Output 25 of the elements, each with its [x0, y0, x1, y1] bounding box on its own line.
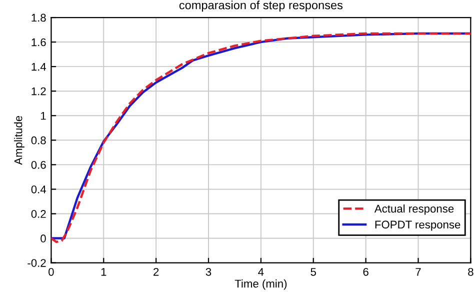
y-axis-title: Amplitude	[14, 116, 24, 165]
y-tick-label: 0.2	[31, 210, 46, 218]
x-tick-label: 3	[206, 268, 212, 276]
y-tick-label: 1	[41, 112, 46, 120]
y-tick-label: 0.6	[31, 160, 46, 169]
x-tick-label: 2	[154, 268, 159, 276]
y-tick-label: 1.2	[32, 87, 46, 96]
x-tick-label: 4	[258, 268, 264, 276]
y-tick-label: 1.8	[32, 14, 46, 22]
x-tick-label: 5	[310, 268, 316, 276]
x-tick-label: 8	[468, 268, 474, 276]
x-axis-title: Time (min)	[234, 279, 287, 290]
x-tick-label: 7	[416, 268, 421, 276]
legend-label: Actual response	[374, 204, 454, 215]
y-tick-label: 1.4	[32, 62, 46, 71]
x-tick-label: 0	[48, 268, 54, 276]
x-tick-label: 6	[363, 268, 368, 276]
y-tick-label: 0	[40, 234, 46, 242]
y-tick-label: 0.4	[31, 185, 46, 194]
x-tick-label: 1	[101, 268, 106, 276]
chart-title: comparasion of step responses	[179, 0, 343, 12]
legend-label: FOPDT response	[375, 220, 460, 231]
y-tick-label: -0.2	[28, 259, 46, 267]
y-tick-label: 0.8	[31, 136, 46, 144]
y-tick-label: 1.6	[32, 38, 46, 46]
